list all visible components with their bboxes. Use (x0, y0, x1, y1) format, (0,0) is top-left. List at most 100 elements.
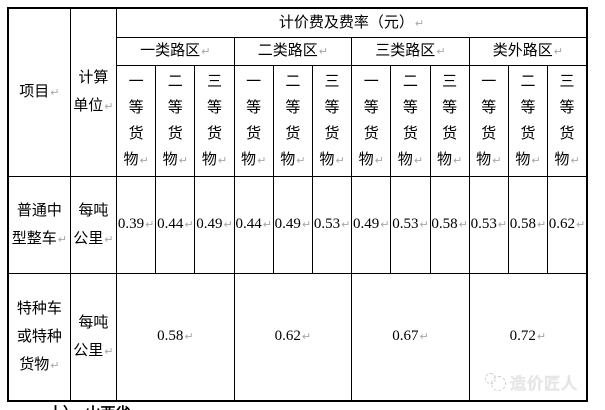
rate-cell: 0.44↵ (233, 175, 274, 274)
rate-cell: 0.58↵ (507, 175, 549, 274)
rate-cell: 0.49↵ (272, 175, 313, 274)
row-item-cell: 普通中 型整车↵ (7, 175, 71, 274)
paragraph-return-icon: ↵ (104, 344, 114, 358)
rate-value: 0.72 (509, 328, 536, 345)
watermark-logo-icon (484, 371, 510, 393)
paragraph-return-icon: ↵ (497, 218, 508, 231)
paragraph-return-icon: ↵ (419, 218, 429, 231)
goods-class-label: 一 等 货 物 (476, 73, 497, 168)
rate-cell: 0.62↵ (547, 175, 588, 274)
rate-cell: 0.39↵ (116, 175, 157, 274)
item-header-cell: 项目↵ (7, 7, 71, 177)
goods-class-header-cell: 三 等 货 物↵ (429, 64, 470, 177)
rate-value: 0.53 (313, 216, 341, 232)
rate-value: 0.58 (157, 328, 184, 345)
merged-rate-cell: 0.62↵ (233, 272, 353, 402)
paragraph-return-icon: ↵ (184, 330, 194, 344)
merged-rate-cell: 0.58↵ (116, 272, 235, 402)
paragraph-return-icon: ↵ (380, 218, 390, 231)
paragraph-return-icon: ↵ (201, 45, 211, 58)
goods-class-label: 二 等 货 物 (515, 73, 536, 168)
zone-label: 三类路区 (375, 43, 436, 59)
goods-class-header-cell: 一 等 货 物↵ (351, 64, 392, 177)
paragraph-return-icon: ↵ (570, 153, 580, 167)
paragraph-return-icon: ↵ (217, 153, 228, 167)
rate-value: 0.53 (470, 216, 497, 232)
row-item-label: 特种车 或特种 货物 (16, 300, 62, 373)
goods-class-header-cell: 二 等 货 物↵ (507, 64, 549, 177)
rate-value: 0.44 (157, 216, 184, 232)
paragraph-return-icon: ↵ (50, 86, 60, 100)
goods-class-header-cell: 二 等 货 物↵ (272, 64, 313, 177)
goods-class-header-cell: 二 等 货 物↵ (390, 64, 431, 177)
paragraph-return-icon: ↵ (531, 153, 541, 167)
zone-label: 一类路区 (140, 43, 201, 59)
rate-value: 0.39 (117, 216, 145, 232)
paragraph-return-icon: ↵ (414, 16, 425, 30)
rate-cell: 0.49↵ (194, 175, 235, 274)
goods-class-label: 三 等 货 物 (436, 73, 458, 168)
goods-class-label: 二 等 货 物 (162, 73, 183, 168)
paragraph-return-icon: ↵ (301, 218, 312, 231)
row-unit-label: 每吨 公里 (73, 202, 109, 247)
merged-rate-cell: 0.67↵ (351, 272, 470, 402)
paragraph-return-icon: ↵ (104, 232, 114, 246)
rate-cell: 0.53↵ (311, 175, 353, 274)
goods-class-label: 三 等 货 物 (319, 73, 340, 168)
zone-header-cell: 类外路区↵ (468, 36, 588, 66)
table-title-cell: 计价费及费率（元）↵ (116, 7, 588, 38)
rate-cell: 0.58↵ (429, 175, 470, 274)
row-unit-cell: 每吨 公里↵ (69, 175, 118, 274)
rate-value: 0.62 (548, 216, 576, 232)
freight-rate-table: 项目↵ 计算 单位↵ 计价费及费率（元）↵ 一类路区↵ 二类路区↵ 三类路区↵ … (7, 7, 588, 402)
paragraph-return-icon: ↵ (436, 45, 446, 58)
row-unit-cell: 每吨 公里↵ (69, 272, 118, 402)
paragraph-return-icon: ↵ (492, 153, 502, 167)
goods-class-label: 二 等 货 物 (397, 73, 418, 168)
rate-value: 0.49 (196, 216, 223, 232)
goods-class-header-cell: 一 等 货 物↵ (116, 64, 157, 177)
zone-header-cell: 三类路区↵ (351, 36, 470, 66)
paragraph-return-icon: ↵ (576, 218, 586, 231)
paragraph-return-icon: ↵ (335, 153, 345, 167)
rate-value: 0.44 (235, 216, 262, 232)
zone-header-cell: 二类路区↵ (233, 36, 353, 66)
unit-header-label: 计算 单位 (73, 70, 109, 115)
paragraph-return-icon: ↵ (223, 218, 233, 231)
row-item-cell: 特种车 或特种 货物↵ (7, 272, 71, 402)
rate-value: 0.58 (509, 216, 536, 232)
paragraph-return-icon: ↵ (104, 100, 114, 114)
rate-value: 0.62 (274, 328, 301, 345)
paragraph-return-icon: ↵ (50, 358, 60, 372)
row-unit-label: 每吨 公里 (73, 314, 109, 359)
goods-class-header-cell: 三 等 货 物↵ (194, 64, 235, 177)
paragraph-return-icon: ↵ (257, 153, 267, 167)
goods-class-label: 二 等 货 物 (280, 73, 301, 168)
paragraph-return-icon: ↵ (553, 45, 563, 58)
paragraph-return-icon: ↵ (419, 330, 429, 344)
goods-class-header-cell: 一 等 货 物↵ (233, 64, 274, 177)
watermark-text: 造价匠人 (510, 376, 579, 394)
goods-class-header-cell: 三 等 货 物↵ (311, 64, 353, 177)
paragraph-return-icon: ↵ (262, 218, 272, 231)
goods-class-label: 一 等 货 物 (358, 73, 379, 168)
goods-class-label: 三 等 货 物 (554, 73, 575, 168)
paragraph-return-icon: ↵ (318, 45, 328, 58)
rate-cell: 0.53↵ (390, 175, 431, 274)
zone-label: 类外路区 (492, 43, 553, 59)
rate-value: 0.53 (392, 216, 419, 232)
rate-cell: 0.44↵ (155, 175, 196, 274)
rate-value: 0.49 (353, 216, 380, 232)
paragraph-return-icon: ↵ (413, 153, 424, 167)
watermark: 造价匠人 (484, 369, 588, 395)
rate-value: 0.49 (274, 216, 301, 232)
goods-class-header-cell: 三 等 货 物↵ (547, 64, 588, 177)
zone-header-cell: 一类路区↵ (116, 36, 235, 66)
paragraph-return-icon: ↵ (341, 218, 351, 231)
paragraph-return-icon: ↵ (453, 153, 463, 167)
zone-label: 二类路区 (257, 43, 318, 59)
paragraph-return-icon: ↵ (301, 330, 312, 344)
goods-class-label: 一 等 货 物 (123, 73, 144, 168)
paragraph-return-icon: ↵ (57, 232, 68, 246)
